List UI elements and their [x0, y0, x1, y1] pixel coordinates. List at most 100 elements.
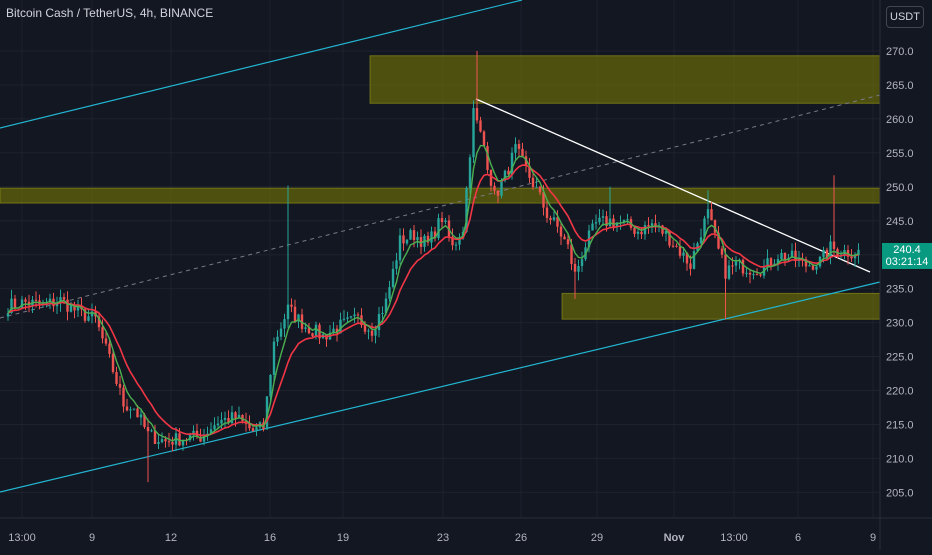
candle-body [311, 333, 314, 337]
channel-midline [0, 94, 881, 319]
candle-body [241, 414, 244, 422]
candle-body [475, 108, 479, 121]
candle-body [220, 419, 223, 424]
symbol-title: Bitcoin Cash / TetherUS, 4h, BINANCE [6, 6, 214, 20]
candle-body [622, 220, 626, 223]
candle-body [664, 230, 668, 234]
candle-body [405, 239, 409, 244]
candle-body [129, 409, 132, 411]
candle-body [307, 327, 311, 334]
candle-body [741, 259, 745, 274]
x-tick-label: 13:00 [8, 532, 36, 544]
candle-body [62, 297, 66, 300]
candle-body [125, 406, 129, 411]
last-price-tag: 240.4 03:21:14 [882, 243, 932, 269]
y-tick-label: 210.0 [886, 453, 914, 465]
candle-body [650, 223, 654, 226]
candle-body [409, 230, 412, 240]
candle-body [514, 144, 517, 153]
candle-body [706, 209, 710, 219]
candle-body [521, 148, 524, 157]
candle-body [363, 325, 367, 332]
candle-body [24, 299, 27, 302]
candle-body [430, 231, 433, 243]
candle-body [377, 314, 381, 331]
candle-body [139, 414, 143, 418]
slow-moving-average [7, 164, 859, 437]
candle-body [633, 227, 636, 234]
candle-body [503, 170, 507, 181]
candle-body [101, 327, 104, 339]
descending-trendline [475, 98, 871, 273]
support-resistance-zone [0, 187, 881, 204]
candle-body [482, 131, 486, 147]
candle-body [104, 338, 108, 344]
candle-body [314, 324, 318, 337]
candle-body [591, 223, 594, 231]
candle-body [251, 428, 255, 432]
candle-body [6, 313, 10, 317]
candle-body [451, 236, 454, 246]
candle-body [668, 230, 671, 246]
candle-body [335, 328, 339, 334]
candle-body [559, 226, 563, 237]
candle-body [811, 265, 815, 270]
currency-button[interactable]: USDT [886, 6, 924, 28]
candle-body [69, 304, 73, 312]
candle-body [734, 261, 738, 266]
candle-body [255, 427, 258, 432]
candle-body [342, 318, 346, 320]
candle-body [510, 152, 514, 175]
candle-body [531, 177, 535, 188]
candle-body [388, 287, 391, 299]
candle-body [34, 299, 38, 301]
candle-body [636, 231, 640, 234]
candle-body [398, 235, 402, 261]
candle-body [13, 298, 17, 308]
candle-body [412, 230, 416, 241]
x-tick-label: 26 [515, 532, 527, 544]
candle-body [132, 408, 136, 410]
candle-body [678, 246, 682, 256]
candle-body [605, 216, 608, 227]
candle-body [776, 259, 780, 264]
candle-body [790, 250, 794, 258]
candle-body [66, 299, 69, 312]
x-tick-label: 16 [264, 532, 276, 544]
candle-body [146, 426, 150, 432]
fast-moving-average [7, 144, 859, 442]
candle-body [496, 190, 500, 196]
candle-body [682, 252, 685, 256]
bar-countdown: 03:21:14 [885, 256, 929, 268]
candle-body [122, 387, 125, 407]
candle-body [83, 309, 87, 321]
candle-body [395, 260, 398, 269]
candle-body [472, 108, 475, 158]
candle-body [59, 297, 62, 304]
candle-body [535, 186, 538, 188]
candle-body [766, 258, 769, 267]
candle-body [692, 251, 696, 269]
candle-body [87, 316, 90, 321]
candle-body [825, 249, 829, 258]
candle-body [577, 266, 580, 272]
candle-body [136, 408, 139, 418]
candle-body [444, 220, 447, 223]
candle-body [426, 235, 430, 243]
candle-body [647, 225, 650, 227]
candle-body [164, 439, 167, 442]
candle-body [549, 217, 552, 220]
candle-body [545, 207, 549, 218]
candle-body [76, 306, 80, 311]
candle-body [685, 252, 689, 264]
candle-body [356, 314, 360, 316]
candle-body [493, 185, 496, 191]
candle-body [566, 239, 570, 245]
candle-body [542, 192, 545, 208]
candle-body [216, 423, 220, 426]
y-tick-label: 260.0 [886, 114, 914, 126]
candle-body [381, 313, 384, 315]
candle-body [465, 188, 468, 232]
